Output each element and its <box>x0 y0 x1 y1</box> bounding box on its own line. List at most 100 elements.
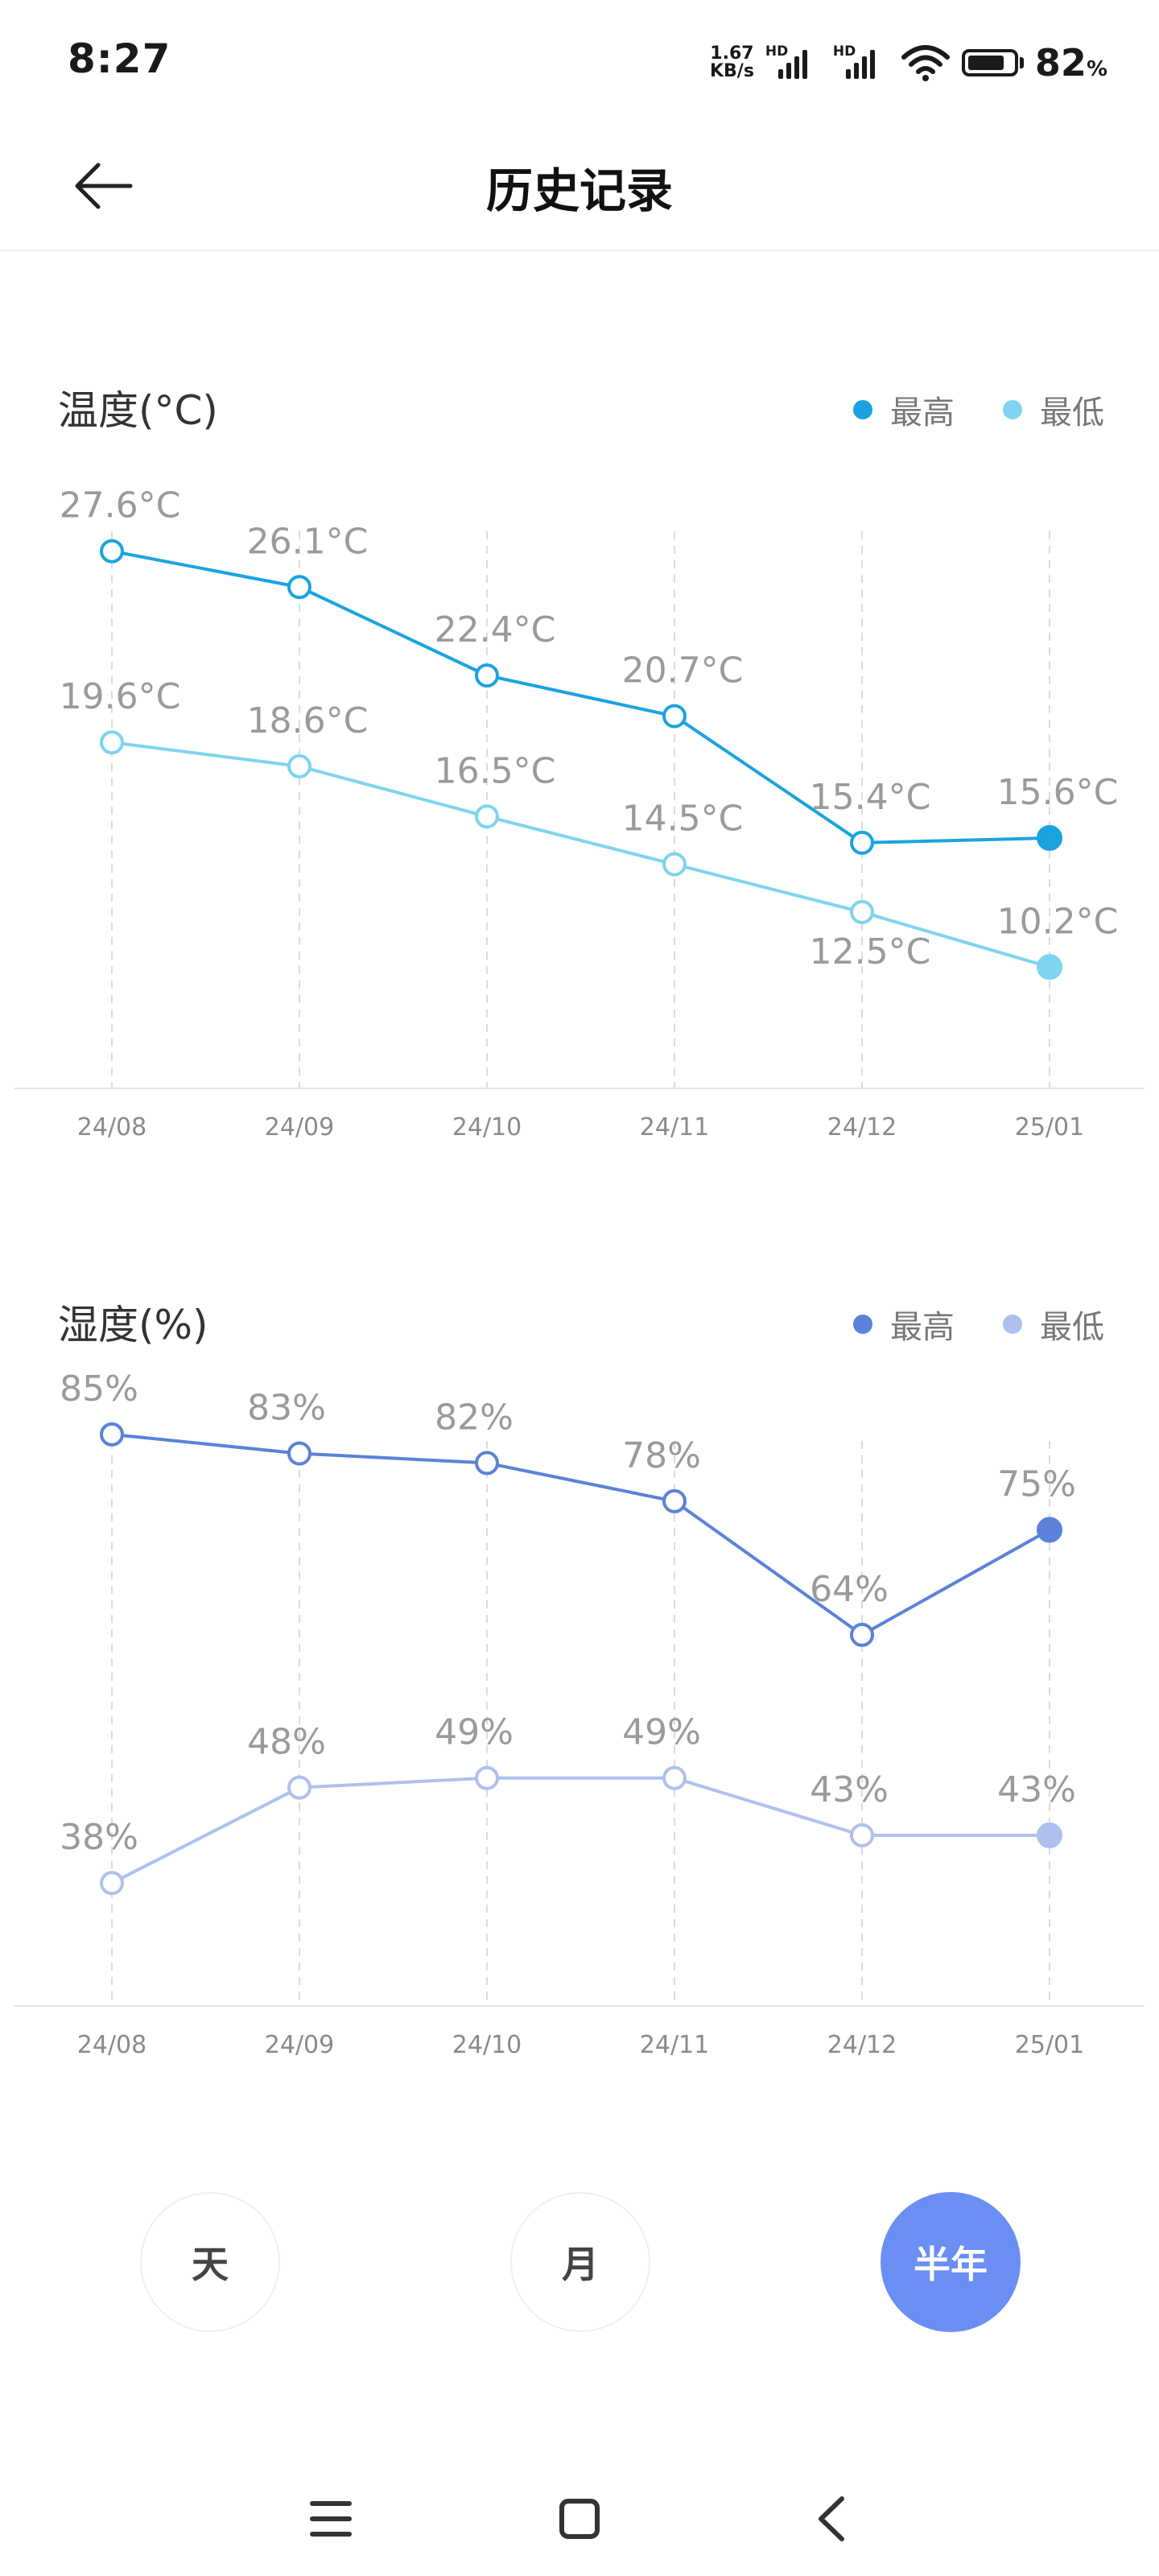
page-title: 历史记录 <box>485 163 673 218</box>
x-tick-label: 24/12 <box>827 2031 897 2059</box>
back-chevron-icon[interactable] <box>797 2483 869 2555</box>
data-label: 78% <box>622 1435 701 1476</box>
x-tick-label: 24/11 <box>640 2031 709 2059</box>
data-point <box>100 539 124 564</box>
data-point <box>100 1422 124 1447</box>
data-point <box>287 1775 311 1800</box>
period-month-button[interactable]: 月 <box>510 2192 650 2332</box>
data-point <box>662 1488 687 1513</box>
data-point <box>287 753 311 778</box>
data-point <box>100 1871 124 1896</box>
signal-2-icon: HD <box>833 43 889 82</box>
legend-dot-low <box>1003 400 1022 419</box>
period-selector: 天 月 半年 <box>0 2190 1159 2334</box>
legend-dot-high <box>853 1315 872 1334</box>
data-point <box>100 730 124 755</box>
data-point <box>1037 1822 1062 1848</box>
back-arrow-icon[interactable] <box>68 150 140 222</box>
hd-label: HD <box>765 43 789 60</box>
data-label: 16.5°C <box>435 750 556 791</box>
data-label: 26.1°C <box>247 521 369 562</box>
status-icons: 1.67 KB/s HD HD 82% <box>710 39 1107 87</box>
data-label: 15.6°C <box>997 772 1119 813</box>
data-label: 75% <box>997 1463 1076 1505</box>
period-day-button[interactable]: 天 <box>140 2192 280 2332</box>
x-tick-label: 24/11 <box>640 1113 709 1141</box>
x-tick-label: 24/08 <box>77 2031 146 2059</box>
data-point <box>662 704 687 729</box>
data-label: 43% <box>997 1769 1076 1810</box>
legend-dot-low <box>1003 1315 1022 1334</box>
data-label: 49% <box>622 1712 701 1753</box>
data-label: 83% <box>247 1388 326 1429</box>
data-point <box>475 804 499 829</box>
legend-item-high: 最高 <box>853 386 955 433</box>
data-label: 22.4°C <box>435 609 556 650</box>
data-point <box>850 1823 874 1847</box>
data-label: 12.5°C <box>810 931 931 972</box>
data-label: 49% <box>435 1712 514 1753</box>
legend-item-low: 最低 <box>1003 1301 1104 1348</box>
data-point <box>662 852 687 877</box>
series-line-low <box>111 741 1050 969</box>
data-label: 43% <box>810 1769 889 1810</box>
battery-percent: 82% <box>1034 41 1107 85</box>
data-label: 38% <box>60 1817 138 1858</box>
legend-label-high: 最高 <box>890 1309 955 1346</box>
network-speed: 1.67 KB/s <box>710 45 754 80</box>
legend-label-high: 最高 <box>890 394 955 431</box>
temperature-chart-title: 温度(°C) <box>58 387 218 434</box>
x-tick-label: 24/08 <box>77 1113 146 1141</box>
data-point <box>287 1441 311 1466</box>
data-label: 15.4°C <box>810 777 931 818</box>
temperature-chart: 24/08 24/09 24/10 24/11 24/12 25/01 27.6°C 26.1… <box>14 485 1145 1141</box>
humidity-chart-title: 湿度(%) <box>58 1302 208 1348</box>
series-line-low <box>111 1776 1050 1885</box>
humidity-chart: 24/08 24/09 24/10 24/11 24/12 25/01 85% 83% 82% 7… <box>14 1368 1145 2059</box>
data-point <box>1037 824 1062 851</box>
x-tick-label: 24/09 <box>265 1113 334 1141</box>
wifi-icon <box>901 45 950 81</box>
series-line-high <box>111 549 1050 844</box>
x-tick-label: 25/01 <box>1015 1113 1084 1141</box>
battery-icon <box>961 49 1024 76</box>
data-point <box>287 575 311 600</box>
data-label: 10.2°C <box>997 901 1119 942</box>
period-half-year-button[interactable]: 半年 <box>881 2192 1021 2332</box>
data-point <box>662 1765 687 1790</box>
legend-item-low: 最低 <box>1003 386 1104 433</box>
data-label: 48% <box>247 1722 326 1763</box>
hd-label: HD <box>832 43 856 60</box>
data-label: 27.6°C <box>60 485 181 526</box>
temperature-chart-section: 温度(°C) 最高 最低 <box>0 378 1159 1143</box>
x-tick-label: 24/09 <box>265 2031 334 2059</box>
home-icon[interactable] <box>543 2483 616 2555</box>
data-point <box>1037 1517 1062 1543</box>
data-label: 19.6°C <box>60 676 181 717</box>
legend-label-low: 最低 <box>1040 1309 1104 1346</box>
legend-dot-high <box>853 400 872 419</box>
data-label: 18.6°C <box>247 700 369 741</box>
legend-item-high: 最高 <box>853 1301 955 1348</box>
humidity-chart-section: 湿度(%) 最高 最低 <box>0 1293 1159 2058</box>
menu-icon[interactable] <box>295 2483 367 2555</box>
status-time: 8:27 <box>68 35 171 82</box>
status-bar: 8:27 1.67 KB/s HD HD 82% <box>0 0 1159 121</box>
data-point <box>850 1622 874 1647</box>
data-point <box>1037 954 1062 980</box>
data-label: 64% <box>810 1569 889 1610</box>
network-speed-value: 1.67 <box>710 43 754 64</box>
data-point <box>475 663 499 688</box>
legend-label-low: 最低 <box>1040 394 1104 431</box>
data-label: 20.7°C <box>622 650 744 691</box>
app-header: 历史记录 <box>0 121 1159 251</box>
system-nav-bar <box>0 2463 1159 2576</box>
temperature-legend: 最高 最低 <box>853 386 1104 433</box>
data-point <box>850 830 874 855</box>
network-speed-unit: KB/s <box>709 61 754 81</box>
data-label: 82% <box>435 1397 514 1438</box>
data-point <box>850 900 874 925</box>
x-tick-label: 24/10 <box>452 1113 522 1141</box>
data-point <box>475 1765 499 1790</box>
humidity-legend: 最高 最低 <box>853 1301 1104 1348</box>
